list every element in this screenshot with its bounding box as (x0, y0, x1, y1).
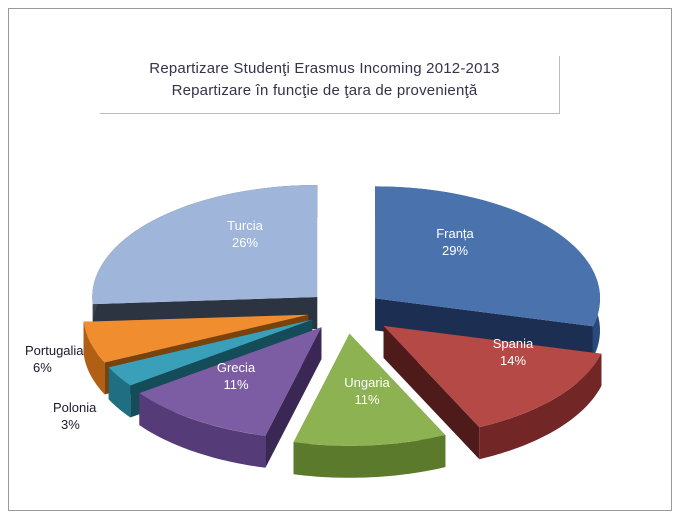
slice-value-label-grecia: 11% (223, 377, 248, 392)
chart-title: Repartizare Studenţi Erasmus Incoming 20… (149, 60, 500, 77)
slice-label-polonia: Polonia (53, 400, 97, 415)
pie-slice-top-fran-a (375, 186, 601, 327)
slice-value-label-fran-a: 29% (442, 243, 468, 258)
pie-slice-side-ungaria (293, 435, 446, 478)
chart-subtitle: Repartizare în funcţie de ţara de proven… (171, 82, 478, 99)
pie-slice-spania (383, 325, 602, 460)
slice-label-fran-a: Franța (436, 226, 474, 241)
slice-label-spania: Spania (493, 336, 534, 351)
pie-slice-top-turcia (92, 185, 318, 305)
pie-slice-side-grecia (139, 393, 266, 468)
slice-value-label-turcia: 26% (232, 235, 258, 250)
pie-slice-fran-a (375, 186, 601, 359)
slice-value-label-portugalia: 6% (33, 360, 52, 375)
pie-slice-wall-polonia-1 (108, 319, 313, 400)
slice-label-portugalia: Portugalia (25, 343, 84, 358)
pie-slice-wall-spania-1 (383, 325, 480, 460)
pie-slice-grecia (139, 327, 322, 468)
pie-slice-ungaria (293, 333, 446, 478)
slice-label-ungaria: Ungaria (344, 375, 390, 390)
pie-slice-top-spania (383, 325, 602, 428)
chart-title-box: Repartizare Studenţi Erasmus Incoming 20… (100, 56, 560, 114)
pie-slice-side-portugalia (83, 321, 105, 395)
slice-value-label-polonia: 3% (61, 417, 80, 432)
slice-label-grecia: Grecia (217, 360, 256, 375)
pie-slice-wall-fran-a-1 (375, 298, 593, 359)
pie-slice-side-polonia (108, 367, 131, 418)
slice-label-turcia: Turcia (227, 218, 263, 233)
slice-value-label-ungaria: 11% (354, 392, 379, 407)
pie-slice-top-grecia (139, 327, 322, 436)
pie-slice-turcia (92, 185, 318, 337)
pie-slice-side-spania (479, 353, 602, 460)
pie-slice-top-ungaria (293, 333, 446, 446)
pie-slice-top-portugalia (83, 314, 309, 363)
pie-slice-top-polonia (108, 319, 313, 386)
slice-value-label-spania: 14% (500, 353, 526, 368)
